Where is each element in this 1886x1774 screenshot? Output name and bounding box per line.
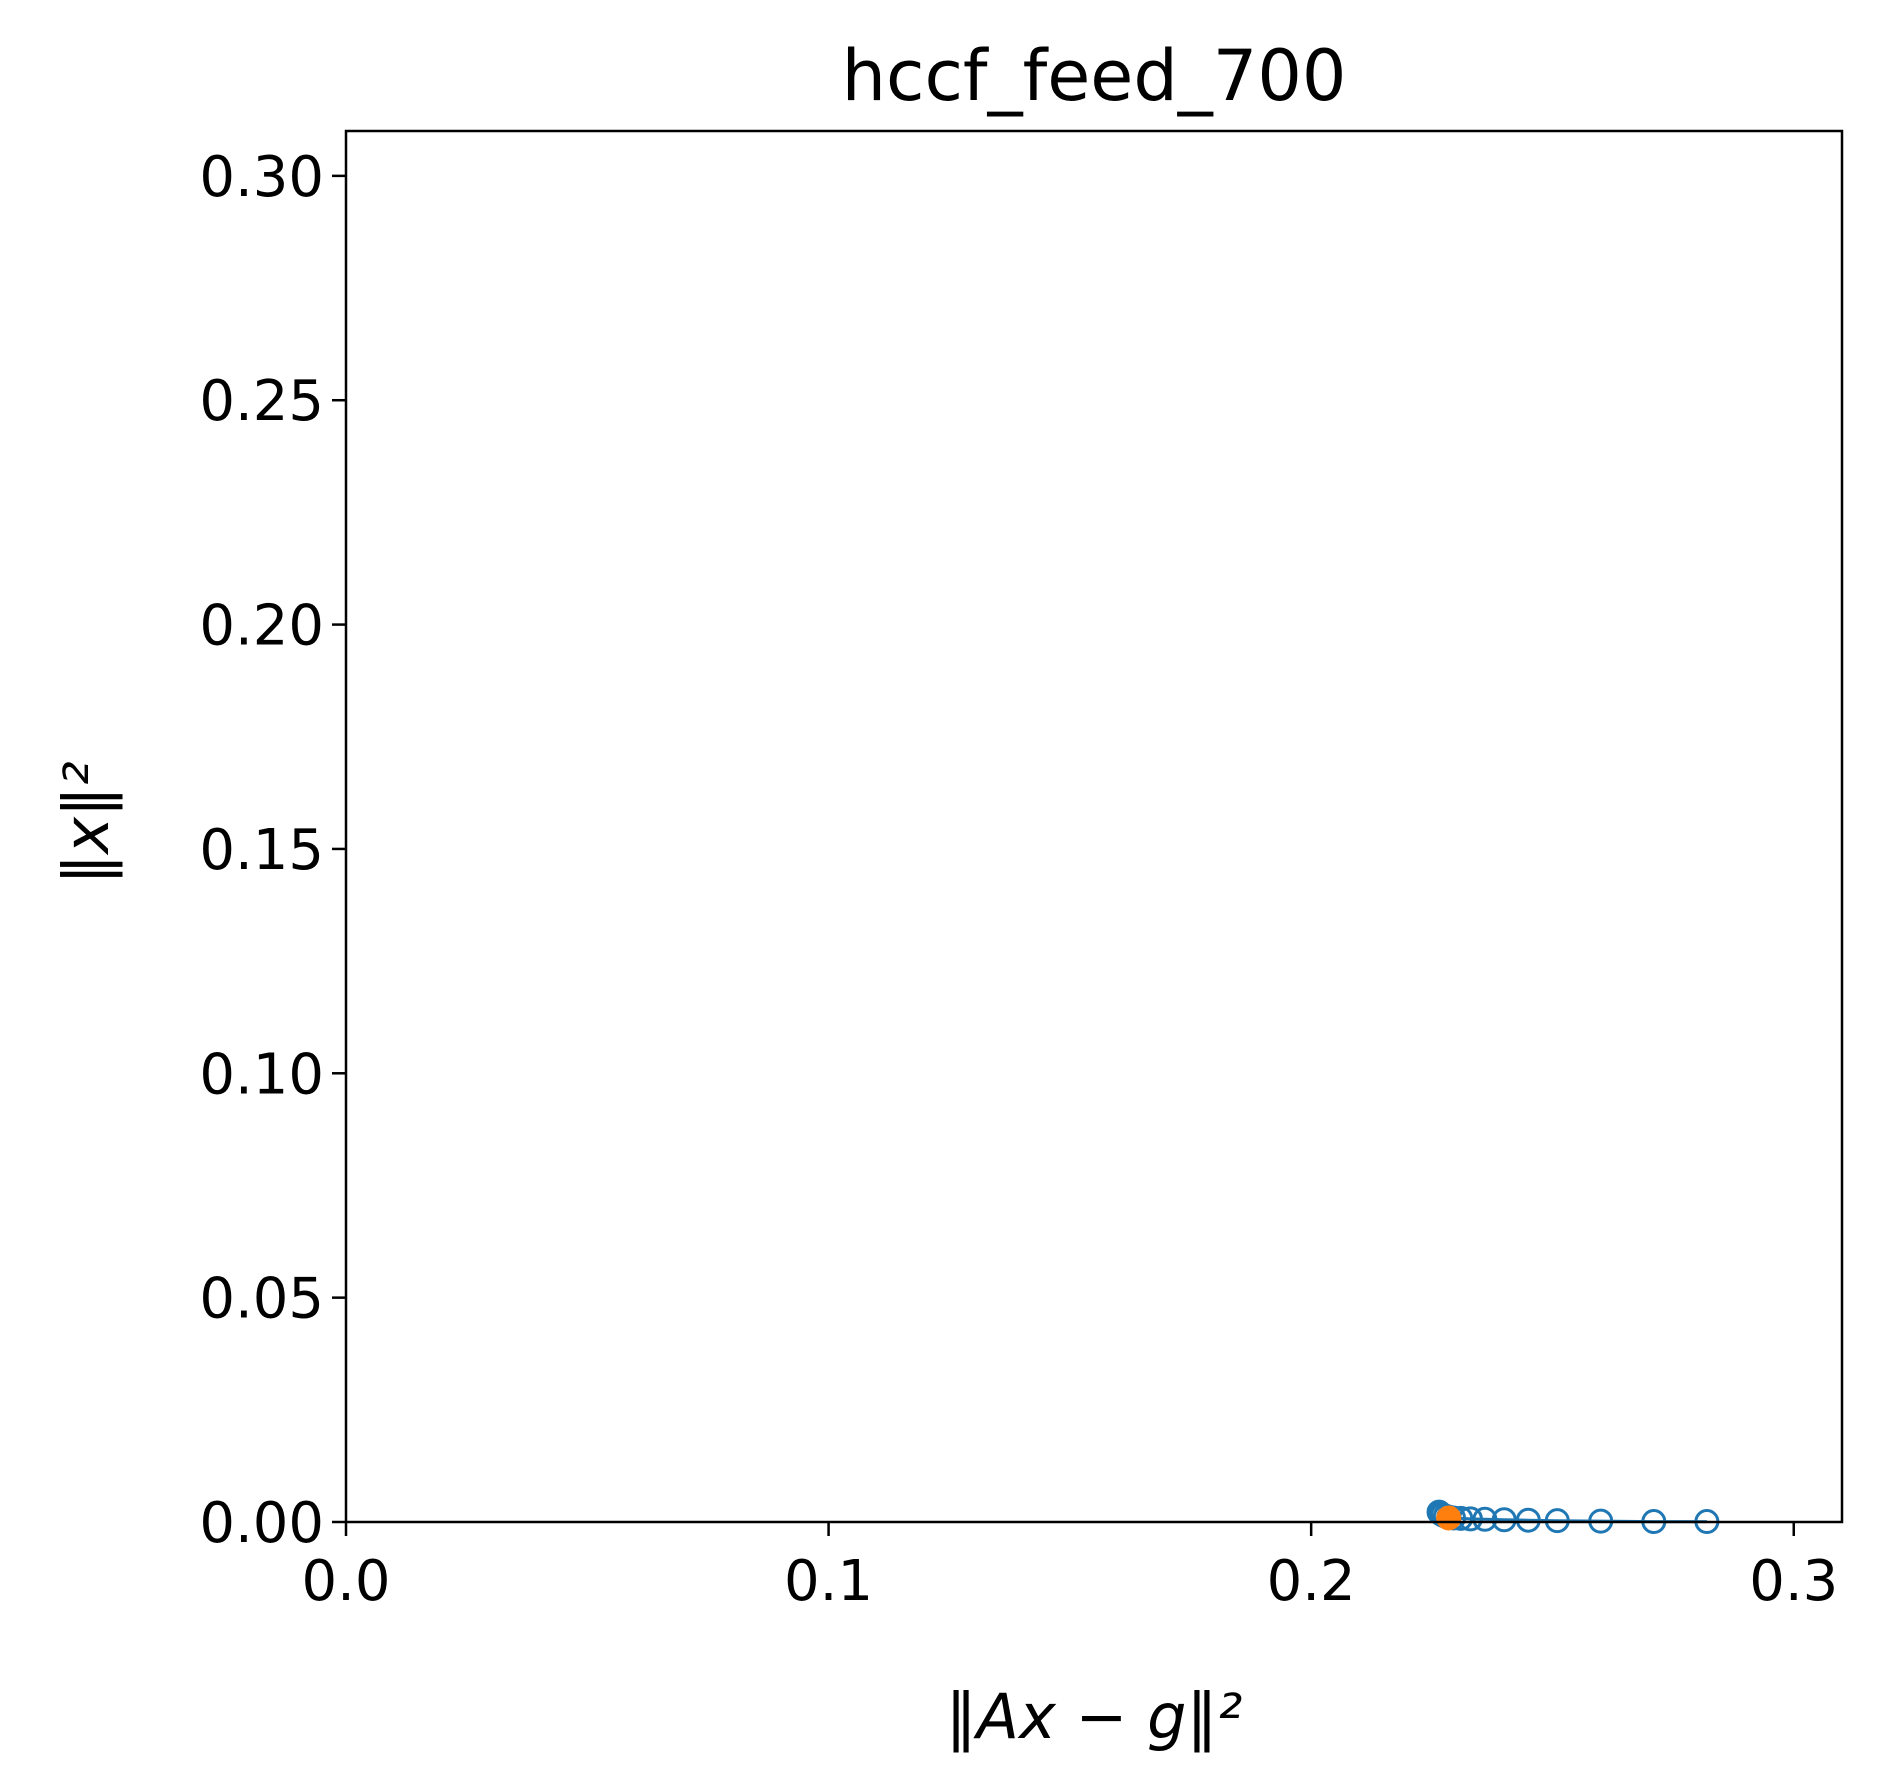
x-axis-label: ‖Ax − g‖² (946, 1680, 1243, 1754)
data-point (1515, 1507, 1541, 1533)
data-point (1436, 1505, 1462, 1531)
data-point (1544, 1508, 1570, 1534)
data-point (1472, 1506, 1498, 1532)
y-tick-label: 0.25 (199, 369, 324, 434)
data-point (1491, 1507, 1517, 1533)
y-axis-label: ‖x‖² (50, 761, 124, 885)
y-tick-label: 0.10 (199, 1042, 324, 1107)
x-tick-label: 0.0 (301, 1549, 390, 1614)
x-tick-label: 0.3 (1749, 1549, 1838, 1614)
x-tick-label: 0.2 (1267, 1549, 1356, 1614)
chart-title: hccf_feed_700 (842, 35, 1347, 117)
y-tick-label: 0.20 (199, 594, 324, 659)
y-tick-label: 0.05 (199, 1267, 324, 1332)
x-tick-label: 0.1 (784, 1549, 873, 1614)
plot-frame (344, 129, 1844, 1524)
x-axis: 0.0 0.1 0.2 0.3 (301, 1522, 1838, 1614)
y-tick-label: 0.30 (199, 145, 324, 210)
y-tick-label: 0.00 (199, 1491, 324, 1556)
series-1 (1436, 1505, 1462, 1531)
y-tick-label: 0.15 (199, 818, 324, 883)
y-axis: 0.00 0.05 0.10 0.15 0.20 0.25 0.30 (199, 145, 346, 1556)
